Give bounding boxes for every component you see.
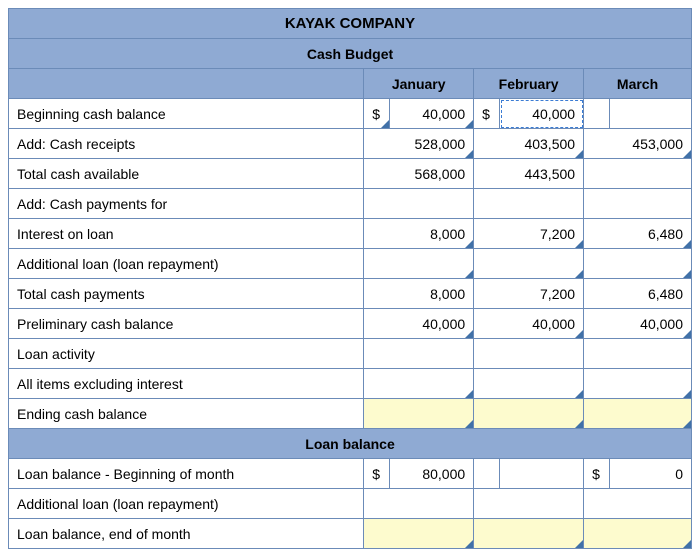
cell-value[interactable]: $ — [474, 99, 500, 129]
table-row: Total cash available 568,000 443,500 — [9, 159, 692, 189]
cell-value[interactable]: 40,000 — [474, 309, 584, 339]
cell-value[interactable]: 80,000 — [390, 459, 474, 489]
cell-value[interactable] — [584, 249, 692, 279]
cell-value[interactable]: 6,480 — [584, 279, 692, 309]
cell-value[interactable]: 40,000 — [584, 309, 692, 339]
cell-value[interactable] — [474, 339, 584, 369]
cell-value[interactable] — [584, 489, 692, 519]
cell-value[interactable] — [474, 189, 584, 219]
label-column-header — [9, 69, 364, 99]
table-row: Add: Cash payments for — [9, 189, 692, 219]
cell-value[interactable] — [474, 249, 584, 279]
cell-value[interactable]: 6,480 — [584, 219, 692, 249]
loan-balance-header: Loan balance — [9, 429, 692, 459]
cell-value[interactable]: 403,500 — [474, 129, 584, 159]
cell-value[interactable] — [364, 339, 474, 369]
table-row: Additional loan (loan repayment) — [9, 489, 692, 519]
cell-value[interactable] — [364, 399, 474, 429]
table-row: All items excluding interest — [9, 369, 692, 399]
cell-value[interactable]: 40,000 — [390, 99, 474, 129]
company-title: KAYAK COMPANY — [9, 9, 692, 39]
row-label: Additional loan (loan repayment) — [9, 489, 364, 519]
table-row: Additional loan (loan repayment) — [9, 249, 692, 279]
cell-value[interactable] — [584, 339, 692, 369]
cell-value[interactable] — [474, 459, 500, 489]
table-row: Total cash payments 8,000 7,200 6,480 — [9, 279, 692, 309]
cell-value[interactable]: $ — [584, 459, 610, 489]
cell-value[interactable] — [474, 519, 584, 549]
cell-value[interactable] — [364, 249, 474, 279]
cell-value[interactable] — [364, 489, 474, 519]
table-row: Add: Cash receipts 528,000 403,500 453,0… — [9, 129, 692, 159]
table-row: Beginning cash balance $ 40,000 $ 40,000 — [9, 99, 692, 129]
cell-value[interactable] — [474, 489, 584, 519]
table-row: Interest on loan 8,000 7,200 6,480 — [9, 219, 692, 249]
march-header: March — [584, 69, 692, 99]
row-label: Interest on loan — [9, 219, 364, 249]
cell-value[interactable]: 8,000 — [364, 219, 474, 249]
cash-budget-table: KAYAK COMPANY Cash Budget January Februa… — [8, 8, 692, 549]
table-row: Preliminary cash balance 40,000 40,000 4… — [9, 309, 692, 339]
row-label: Preliminary cash balance — [9, 309, 364, 339]
cell-value[interactable]: $ — [364, 459, 390, 489]
table-row: Loan activity — [9, 339, 692, 369]
budget-subtitle: Cash Budget — [9, 39, 692, 69]
cell-value[interactable] — [474, 369, 584, 399]
cell-value[interactable] — [584, 519, 692, 549]
cell-value[interactable]: 453,000 — [584, 129, 692, 159]
cell-value[interactable]: 568,000 — [364, 159, 474, 189]
february-header: February — [474, 69, 584, 99]
table-row: Ending cash balance — [9, 399, 692, 429]
cell-value[interactable]: 443,500 — [474, 159, 584, 189]
cell-value[interactable] — [364, 369, 474, 399]
row-label: Add: Cash receipts — [9, 129, 364, 159]
cell-value[interactable]: 40,000 — [500, 99, 584, 129]
cell-value[interactable] — [584, 159, 692, 189]
row-label: Ending cash balance — [9, 399, 364, 429]
cell-value[interactable]: 7,200 — [474, 219, 584, 249]
row-label: Loan balance, end of month — [9, 519, 364, 549]
cell-value[interactable]: $ — [364, 99, 390, 129]
cell-value[interactable]: 0 — [610, 459, 692, 489]
row-label: Beginning cash balance — [9, 99, 364, 129]
cell-value[interactable] — [584, 369, 692, 399]
cell-value[interactable] — [364, 189, 474, 219]
cell-value[interactable]: 8,000 — [364, 279, 474, 309]
row-label: All items excluding interest — [9, 369, 364, 399]
row-label: Additional loan (loan repayment) — [9, 249, 364, 279]
row-label: Total cash payments — [9, 279, 364, 309]
cell-value[interactable] — [584, 189, 692, 219]
cell-value[interactable]: 528,000 — [364, 129, 474, 159]
cell-value[interactable] — [500, 459, 584, 489]
cell-value[interactable]: 40,000 — [364, 309, 474, 339]
cell-value[interactable] — [474, 399, 584, 429]
cell-value[interactable]: 7,200 — [474, 279, 584, 309]
cell-value[interactable] — [610, 99, 692, 129]
cell-value[interactable] — [364, 519, 474, 549]
january-header: January — [364, 69, 474, 99]
table-row: Loan balance - Beginning of month $ 80,0… — [9, 459, 692, 489]
row-label: Loan activity — [9, 339, 364, 369]
row-label: Loan balance - Beginning of month — [9, 459, 364, 489]
cell-value[interactable] — [584, 99, 610, 129]
cell-value[interactable] — [584, 399, 692, 429]
row-label: Add: Cash payments for — [9, 189, 364, 219]
row-label: Total cash available — [9, 159, 364, 189]
table-row: Loan balance, end of month — [9, 519, 692, 549]
